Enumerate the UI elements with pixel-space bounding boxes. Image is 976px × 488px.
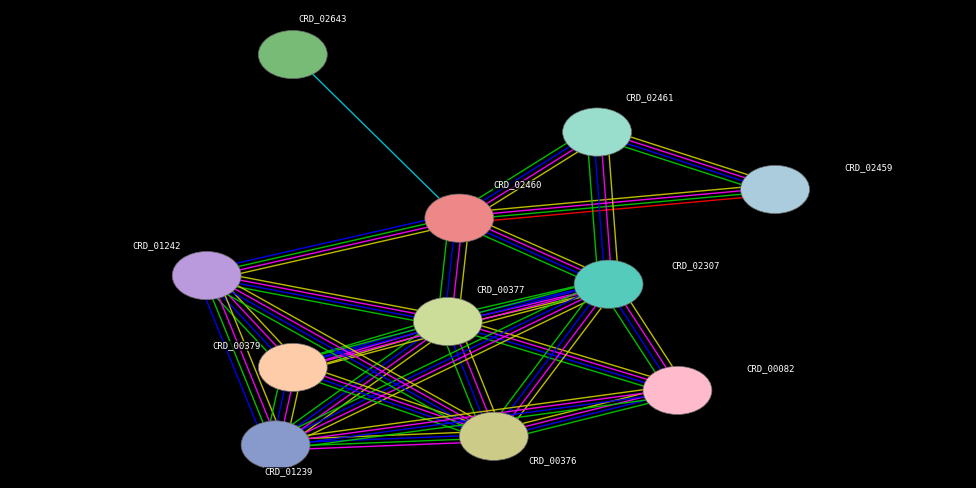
Ellipse shape xyxy=(241,421,310,469)
Ellipse shape xyxy=(741,165,809,214)
Text: CRD_00376: CRD_00376 xyxy=(528,456,577,465)
Ellipse shape xyxy=(574,260,643,308)
Text: CRD_01239: CRD_01239 xyxy=(264,468,312,476)
Ellipse shape xyxy=(460,412,528,461)
Text: CRD_02459: CRD_02459 xyxy=(844,163,892,172)
Ellipse shape xyxy=(259,344,327,391)
Ellipse shape xyxy=(562,108,631,156)
Ellipse shape xyxy=(414,297,482,346)
Text: CRD_00379: CRD_00379 xyxy=(213,341,261,350)
Text: CRD_01242: CRD_01242 xyxy=(132,241,181,250)
Text: CRD_02461: CRD_02461 xyxy=(626,93,674,102)
Text: CRD_02460: CRD_02460 xyxy=(494,181,542,189)
Ellipse shape xyxy=(643,366,712,414)
Text: CRD_00377: CRD_00377 xyxy=(476,285,525,294)
Ellipse shape xyxy=(259,30,327,79)
Text: CRD_02643: CRD_02643 xyxy=(299,14,346,23)
Ellipse shape xyxy=(172,251,241,300)
Text: CRD_00082: CRD_00082 xyxy=(747,364,794,373)
Text: CRD_02307: CRD_02307 xyxy=(671,261,720,270)
Ellipse shape xyxy=(425,194,494,242)
